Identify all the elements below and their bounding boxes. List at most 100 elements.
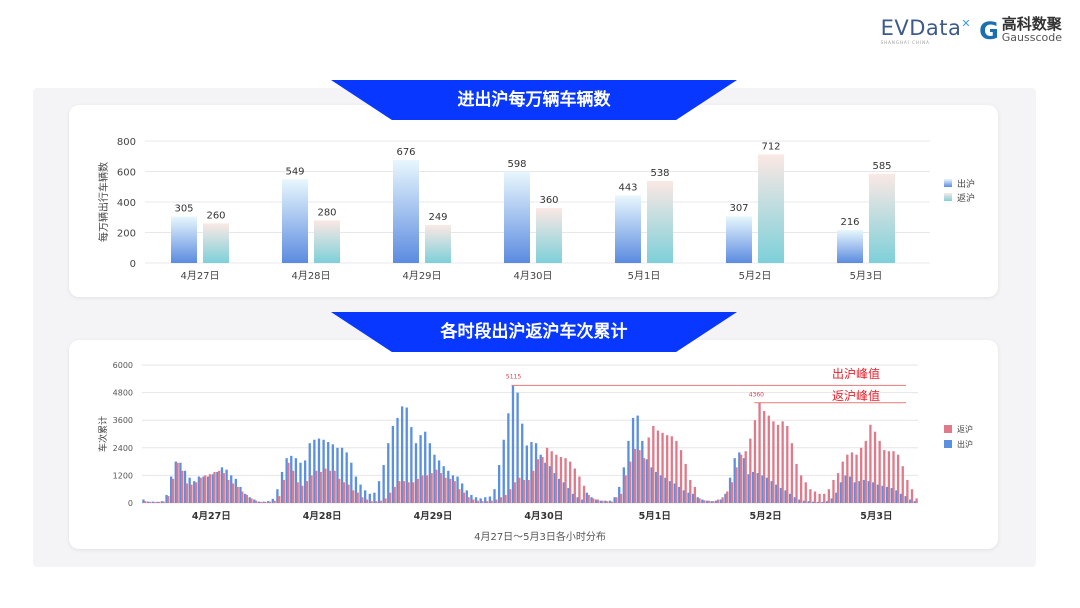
bar-back [836,473,840,503]
bar-back [647,180,673,263]
bar-out [837,230,863,263]
legend-swatch [944,179,952,187]
x-tick-label: 4月28日 [303,511,342,522]
bar-out [410,427,413,503]
bar-out [899,493,903,503]
bar-out [507,413,510,503]
bar-out [687,492,690,503]
bar-out [493,489,496,503]
bar-out [793,497,796,503]
bar-out [202,476,205,503]
bar-back [753,420,757,503]
bar-back [555,454,558,503]
data-label: 260 [206,210,225,221]
bar-back [171,478,175,503]
bar-back [384,498,387,503]
bar-out [151,501,154,503]
bar-out [336,447,339,503]
bar-out [858,481,861,503]
bar-back [370,501,373,503]
bar-out [225,469,228,503]
bar-back [592,498,595,503]
bar-out [340,447,344,503]
bar-back [559,457,563,503]
bar-out [183,470,187,503]
bar-back [855,454,858,503]
bar-back [841,461,844,503]
data-label: 538 [650,168,669,179]
bar-out [484,497,487,503]
bar-out [313,439,316,503]
legend-label: 返沪 [957,192,975,204]
bar-out [257,501,261,503]
bar-out [576,497,579,503]
data-label: 676 [396,147,415,158]
bar-back [250,498,253,503]
bar-back [268,501,272,503]
bar-out [220,467,224,503]
bar-back [684,463,687,503]
x-axis-label: 4月27日～5月3日各小时分布 [474,530,606,543]
bar-out [701,499,704,503]
bar-out [188,477,191,503]
data-label: 305 [174,203,193,214]
bar-out [424,431,427,503]
bar-out [830,498,833,503]
bar-out [282,179,308,263]
bar-back [213,471,216,503]
bar-out [479,498,482,503]
bar-out [784,490,787,503]
bar-back [467,497,470,503]
y-axis-label: 车次累计 [97,416,109,452]
bar-back [361,497,364,503]
bar-back [439,473,443,503]
bar-back [758,402,761,503]
bar-back [407,482,410,503]
bar-back [236,486,239,503]
bar-out [775,484,778,503]
bar-back [204,475,207,503]
bar-back [730,482,734,503]
x-tick-label: 4月27日 [192,511,231,522]
chart-card-top [69,105,998,297]
bar-back [190,484,193,503]
x-tick-label: 4月30日 [524,511,563,522]
bar-out [179,462,182,503]
bar-out [710,501,713,503]
data-label: 360 [539,195,558,206]
bar-back [217,470,221,503]
bar-out [636,415,639,503]
bar-back [799,475,803,503]
bar-back [421,475,424,503]
bar-back [679,450,683,503]
bar-out [659,475,662,503]
bar-back [185,483,188,503]
bar-back [689,480,692,503]
bar-out [437,460,441,503]
data-label: 585 [872,161,891,172]
bar-back [716,499,720,503]
bar-out [650,467,653,503]
bar-back [892,451,895,503]
x-tick-label: 5月2日 [749,511,781,522]
bar-back [485,501,489,503]
bar-back [605,501,609,503]
bar-back [758,154,784,263]
bar-out [724,493,727,503]
bar-back [458,489,461,503]
bar-out [239,486,242,503]
bar-out [419,435,422,503]
bar-back [504,494,507,503]
data-label: 216 [840,217,859,228]
x-tick-label: 4月29日 [414,511,453,522]
bar-out [849,476,852,503]
bar-back [305,481,309,503]
bar-back [314,220,340,263]
bar-back [425,475,429,503]
bar-back [615,497,618,503]
bar-out [881,485,884,503]
y-tick-label: 0 [130,259,136,270]
gausscode-mark-icon: G [979,16,999,45]
bar-back [278,496,281,503]
bar-back [693,486,697,503]
